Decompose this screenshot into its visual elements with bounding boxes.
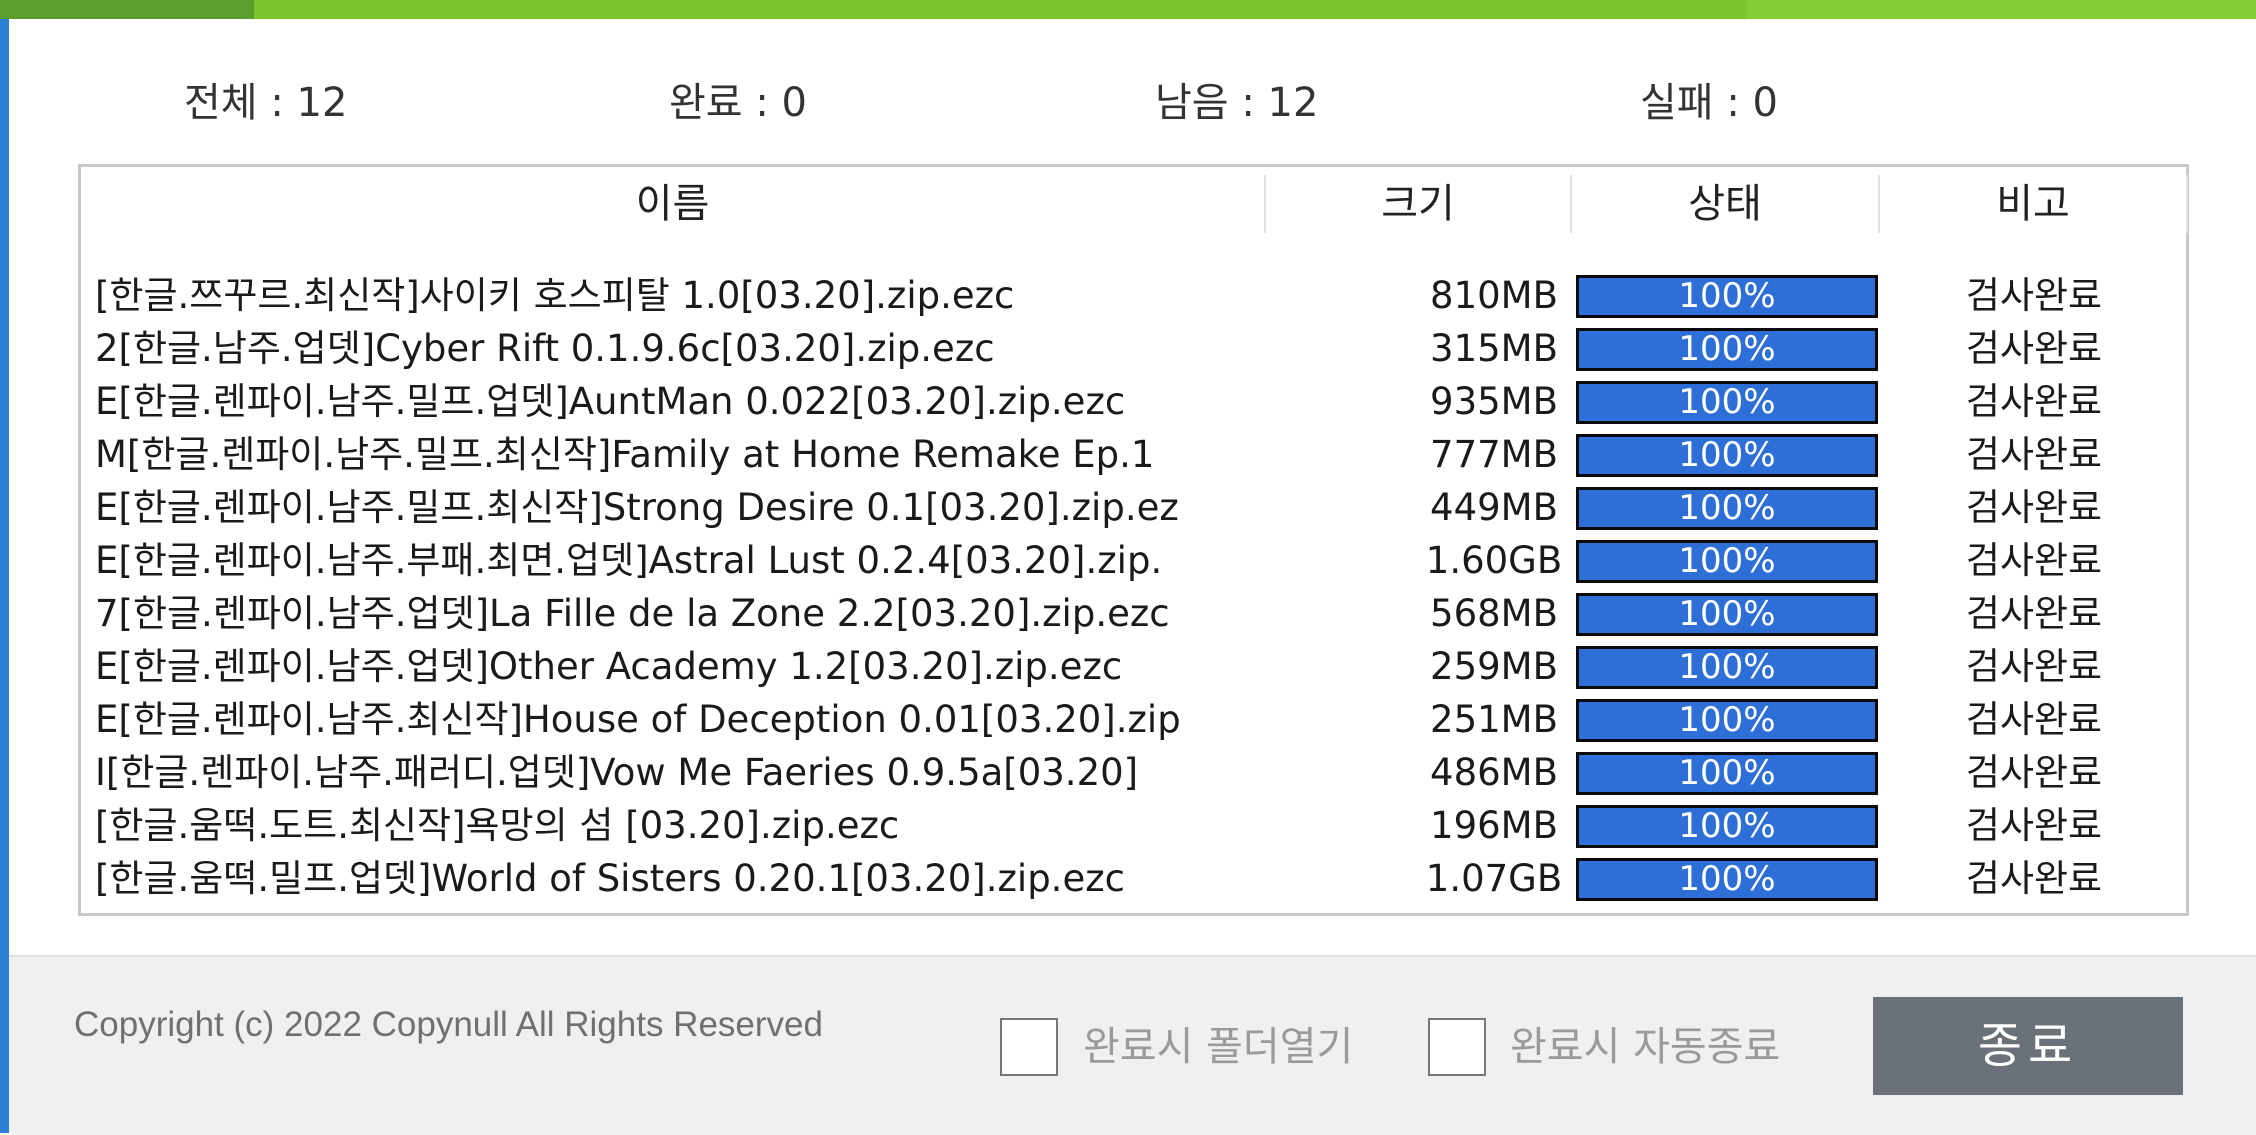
file-note: 검사완료	[1965, 486, 2103, 529]
file-note: 검사완료	[1965, 698, 2103, 741]
table-row[interactable]: [한글.움떡.도트.최신작]욕망의 섬 [03.20].zip.ezc 196M…	[81, 799, 2186, 852]
file-size: 777MB	[1430, 433, 1558, 476]
file-name: [한글.쯔꾸르.최신작]사이키 호스피탈 1.0[03.20].zip.ezc	[95, 274, 1015, 317]
table-row[interactable]: I[한글.렌파이.남주.패러디.업뎃]Vow Me Faeries 0.9.5a…	[81, 746, 2186, 799]
table-row[interactable]: 7[한글.렌파이.남주.업뎃]La Fille de la Zone 2.2[0…	[81, 587, 2186, 640]
table-row[interactable]: E[한글.렌파이.남주.최신작]House of Deception 0.01[…	[81, 693, 2186, 746]
summary-total: 전체 : 12	[184, 80, 348, 126]
file-note: 검사완료	[1965, 380, 2103, 423]
table-row[interactable]: E[한글.렌파이.남주.부패.최면.업뎃]Astral Lust 0.2.4[0…	[81, 534, 2186, 587]
column-header-status[interactable]: 상태	[1572, 175, 1880, 233]
status-progress-bar: 100%	[1576, 646, 1878, 689]
file-size: 449MB	[1430, 486, 1558, 529]
status-progress-text: 100%	[1678, 594, 1776, 634]
open-folder-checkbox[interactable]	[1000, 1018, 1058, 1076]
file-name: E[한글.렌파이.남주.밀프.업뎃]AuntMan 0.022[03.20].z…	[95, 380, 1126, 423]
status-progress-bar: 100%	[1576, 805, 1878, 848]
file-note: 검사완료	[1965, 592, 2103, 635]
status-progress-text: 100%	[1678, 382, 1776, 422]
status-progress-bar: 100%	[1576, 328, 1878, 371]
file-size: 251MB	[1430, 698, 1558, 741]
file-name: 2[한글.남주.업뎃]Cyber Rift 0.1.9.6c[03.20].zi…	[95, 327, 995, 370]
status-progress-bar: 100%	[1576, 699, 1878, 742]
file-note: 검사완료	[1965, 751, 2103, 794]
file-note: 검사완료	[1965, 274, 2103, 317]
file-size: 196MB	[1430, 804, 1558, 847]
table-row[interactable]: E[한글.렌파이.남주.밀프.업뎃]AuntMan 0.022[03.20].z…	[81, 375, 2186, 428]
copyright-text: Copyright (c) 2022 Copynull All Rights R…	[74, 1005, 823, 1044]
progress-segment-dark	[0, 0, 254, 19]
status-progress-bar: 100%	[1576, 381, 1878, 424]
table-row[interactable]: M[한글.렌파이.남주.밀프.최신작]Family at Home Remake…	[81, 428, 2186, 481]
status-progress-bar: 100%	[1576, 275, 1878, 318]
file-name: E[한글.렌파이.남주.업뎃]Other Academy 1.2[03.20].…	[95, 645, 1123, 688]
status-progress-text: 100%	[1678, 753, 1776, 793]
file-size: 486MB	[1430, 751, 1558, 794]
status-progress-text: 100%	[1678, 700, 1776, 740]
file-size: 259MB	[1430, 645, 1558, 688]
table-row[interactable]: E[한글.렌파이.남주.업뎃]Other Academy 1.2[03.20].…	[81, 640, 2186, 693]
file-note: 검사완료	[1965, 804, 2103, 847]
status-progress-bar: 100%	[1576, 752, 1878, 795]
status-progress-text: 100%	[1678, 859, 1776, 899]
status-progress-text: 100%	[1678, 806, 1776, 846]
status-progress-bar: 100%	[1576, 540, 1878, 583]
file-note: 검사완료	[1965, 857, 2103, 900]
file-size: 568MB	[1430, 592, 1558, 635]
status-progress-text: 100%	[1678, 276, 1776, 316]
auto-close-label[interactable]: 완료시 자동종료	[1510, 1024, 1781, 1070]
file-size: 935MB	[1430, 380, 1558, 423]
file-name: [한글.움떡.도트.최신작]욕망의 섬 [03.20].zip.ezc	[95, 804, 900, 847]
table-row[interactable]: 2[한글.남주.업뎃]Cyber Rift 0.1.9.6c[03.20].zi…	[81, 322, 2186, 375]
file-note: 검사완료	[1965, 433, 2103, 476]
overall-progress-bar	[0, 0, 2256, 19]
table-row[interactable]: [한글.쯔꾸르.최신작]사이키 호스피탈 1.0[03.20].zip.ezc …	[81, 269, 2186, 322]
close-button[interactable]: 종료	[1873, 997, 2183, 1095]
summary-done: 완료 : 0	[669, 80, 807, 126]
status-progress-text: 100%	[1678, 488, 1776, 528]
file-size: 315MB	[1430, 327, 1558, 370]
file-name: 7[한글.렌파이.남주.업뎃]La Fille de la Zone 2.2[0…	[95, 592, 1170, 635]
file-name: E[한글.렌파이.남주.밀프.최신작]Strong Desire 0.1[03.…	[95, 486, 1179, 529]
file-list[interactable]: 이름 크기 상태 비고 [한글.쯔꾸르.최신작]사이키 호스피탈 1.0[03.…	[78, 164, 2189, 916]
table-row[interactable]: E[한글.렌파이.남주.밀프.최신작]Strong Desire 0.1[03.…	[81, 481, 2186, 534]
status-progress-text: 100%	[1678, 541, 1776, 581]
status-progress-bar: 100%	[1576, 858, 1878, 901]
status-progress-bar: 100%	[1576, 593, 1878, 636]
status-progress-bar: 100%	[1576, 434, 1878, 477]
file-note: 검사완료	[1965, 327, 2103, 370]
file-name: E[한글.렌파이.남주.최신작]House of Deception 0.01[…	[95, 698, 1181, 741]
status-progress-text: 100%	[1678, 329, 1776, 369]
file-name: E[한글.렌파이.남주.부패.최면.업뎃]Astral Lust 0.2.4[0…	[95, 539, 1163, 582]
status-progress-text: 100%	[1678, 435, 1776, 475]
file-name: I[한글.렌파이.남주.패러디.업뎃]Vow Me Faeries 0.9.5a…	[95, 751, 1139, 794]
summary-failed: 실패 : 0	[1640, 80, 1778, 126]
status-progress-text: 100%	[1678, 647, 1776, 687]
file-name: M[한글.렌파이.남주.밀프.최신작]Family at Home Remake…	[95, 433, 1155, 476]
progress-segment-light	[1746, 0, 2256, 19]
file-note: 검사완료	[1965, 645, 2103, 688]
file-size: 1.60GB	[1425, 539, 1563, 582]
column-header-name[interactable]: 이름	[81, 175, 1266, 233]
window-left-edge	[0, 0, 9, 1133]
auto-close-checkbox[interactable]	[1428, 1018, 1486, 1076]
table-row[interactable]: [한글.움떡.밀프.업뎃]World of Sisters 0.20.1[03.…	[81, 852, 2186, 905]
file-note: 검사완료	[1965, 539, 2103, 582]
status-progress-bar: 100%	[1576, 487, 1878, 530]
file-size: 1.07GB	[1425, 857, 1563, 900]
column-header-note[interactable]: 비고	[1880, 175, 2188, 233]
column-header-size[interactable]: 크기	[1266, 175, 1572, 233]
file-size: 810MB	[1430, 274, 1558, 317]
summary-remaining: 남음 : 12	[1155, 80, 1319, 126]
file-name: [한글.움떡.밀프.업뎃]World of Sisters 0.20.1[03.…	[95, 857, 1125, 900]
open-folder-label[interactable]: 완료시 폴더열기	[1083, 1024, 1354, 1070]
